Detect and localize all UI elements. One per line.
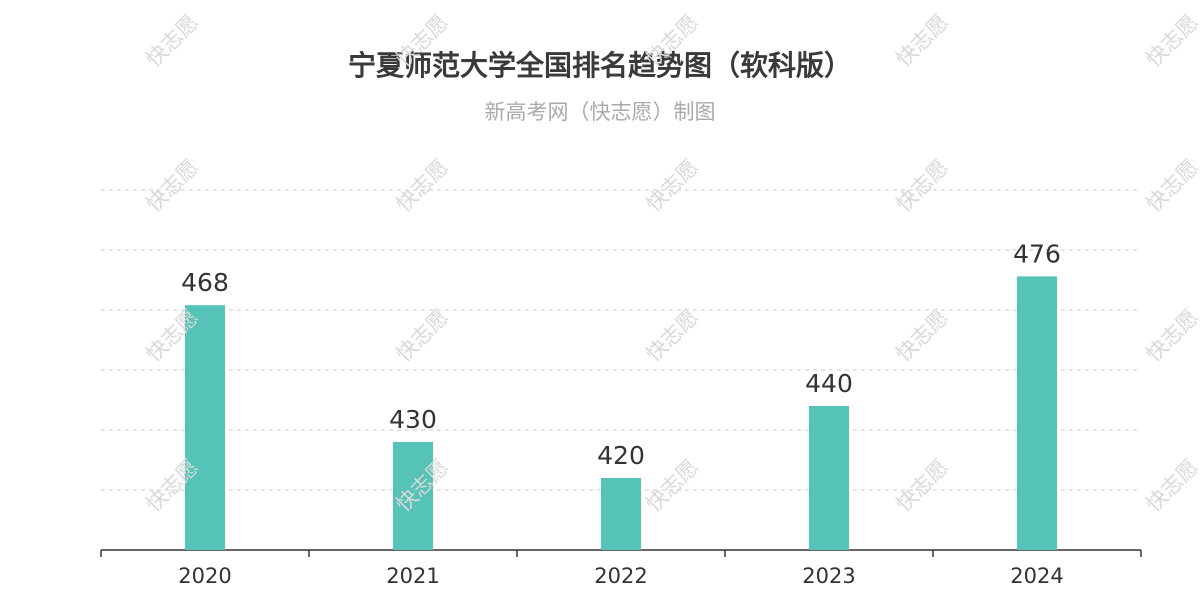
chart-title: 宁夏师范大学全国排名趋势图（软科版） bbox=[347, 49, 852, 82]
data-label: 430 bbox=[389, 405, 437, 434]
bar bbox=[809, 406, 849, 550]
x-tick-label: 2023 bbox=[802, 564, 855, 588]
chart-subtitle: 新高考网（快志愿）制图 bbox=[484, 100, 716, 124]
x-tick-label: 2022 bbox=[594, 564, 647, 588]
bar bbox=[1017, 276, 1057, 550]
data-label: 440 bbox=[805, 369, 853, 398]
bar bbox=[185, 305, 225, 550]
x-tick-label: 2020 bbox=[178, 564, 231, 588]
x-tick-label: 2021 bbox=[386, 564, 439, 588]
bar bbox=[393, 442, 433, 550]
bar bbox=[601, 478, 641, 550]
data-label: 420 bbox=[597, 441, 645, 470]
data-label: 476 bbox=[1013, 239, 1061, 268]
x-tick-label: 2024 bbox=[1010, 564, 1063, 588]
data-label: 468 bbox=[181, 268, 229, 297]
